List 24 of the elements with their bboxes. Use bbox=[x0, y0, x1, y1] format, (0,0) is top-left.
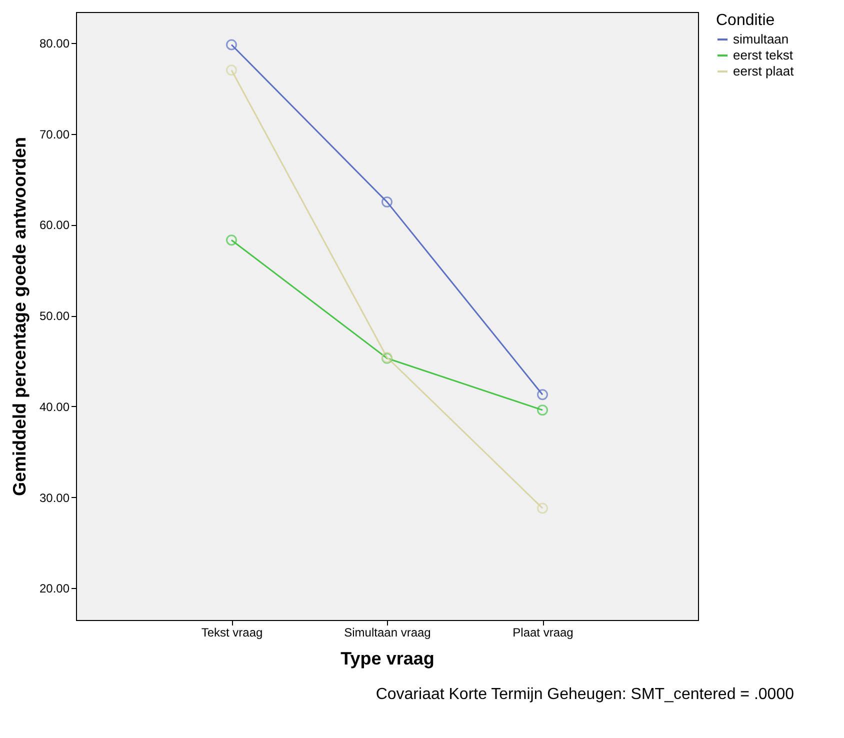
text: Covariaat Korte Termijn Geheugen: SMT_centered = .0000 bbox=[376, 686, 794, 703]
point bbox=[226, 234, 237, 246]
point bbox=[537, 502, 548, 514]
y-tick-label: 50.00 bbox=[39, 309, 70, 324]
y-axis-title: Gemiddeld percentage goede antwoorden bbox=[9, 136, 30, 496]
y-tick-label: 30.00 bbox=[39, 490, 70, 505]
legend-label: eerst tekst bbox=[733, 48, 794, 62]
legend-title: Conditie bbox=[716, 12, 775, 29]
point bbox=[537, 404, 548, 416]
legend-label: simultaan bbox=[733, 32, 789, 46]
point bbox=[537, 389, 548, 400]
x-axis-title: Type vraag bbox=[340, 648, 434, 668]
legend-label: eerst plaat bbox=[733, 64, 794, 78]
y-tick-label: 20.00 bbox=[39, 582, 70, 596]
y-tick-label: 70.00 bbox=[39, 127, 70, 142]
point bbox=[226, 39, 237, 50]
point bbox=[226, 64, 237, 76]
y-tick-label: 40.00 bbox=[39, 400, 70, 414]
x-tick-label: Simultaan vraag bbox=[344, 626, 431, 640]
x-tick-label: Plaat vraag bbox=[512, 626, 574, 640]
point bbox=[382, 196, 392, 208]
y-tick-label: 80.00 bbox=[39, 36, 70, 50]
y-tick-label: 60.00 bbox=[39, 218, 70, 232]
x-tick-label: Tekst vraag bbox=[201, 626, 263, 640]
